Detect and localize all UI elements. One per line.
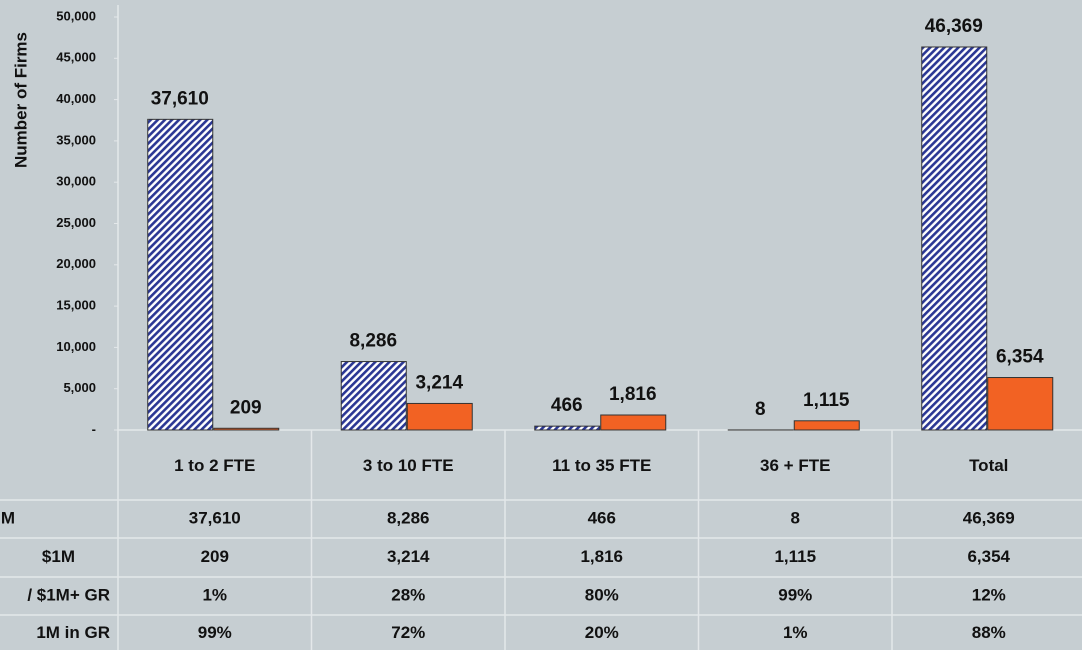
table-cell: 209 bbox=[201, 547, 229, 566]
table-cell: 466 bbox=[588, 508, 616, 527]
data-label: 46,369 bbox=[925, 16, 983, 37]
data-label: 8 bbox=[755, 399, 766, 420]
y-tick-label: 40,000 bbox=[56, 91, 96, 106]
table-cell: 99% bbox=[778, 585, 812, 604]
data-label: 209 bbox=[230, 397, 262, 418]
y-tick-label: 25,000 bbox=[56, 215, 96, 230]
bar bbox=[793, 420, 860, 431]
table-cell: 8 bbox=[791, 508, 800, 527]
data-label: 6,354 bbox=[996, 347, 1044, 368]
table-cell: 88% bbox=[972, 623, 1006, 642]
data-label: 37,610 bbox=[151, 88, 209, 109]
bar bbox=[600, 414, 667, 431]
x-tick-label-box: 1 to 2 FTE bbox=[174, 456, 256, 475]
data-label: 1,816 bbox=[609, 384, 657, 405]
bar bbox=[406, 402, 473, 431]
row-label: / $1M+ GR bbox=[27, 585, 110, 604]
y-tick-label: 5,000 bbox=[63, 380, 96, 395]
y-axis-label: Number of Firms bbox=[11, 32, 30, 168]
data-label: 8,286 bbox=[349, 331, 397, 352]
table-cell: 46,369 bbox=[963, 508, 1015, 527]
y-tick-label: 10,000 bbox=[56, 339, 96, 354]
x-tick-label-box: 36 + FTE bbox=[760, 456, 831, 475]
table-cell: 1,115 bbox=[774, 547, 816, 566]
bar bbox=[921, 46, 988, 431]
table-cell: 37,610 bbox=[189, 508, 241, 527]
y-tick-label: - bbox=[92, 421, 96, 436]
y-tick-label: 20,000 bbox=[56, 256, 96, 271]
bar bbox=[213, 427, 280, 431]
x-tick-label-box: Total bbox=[969, 456, 1009, 475]
y-tick-label: 45,000 bbox=[56, 50, 96, 65]
x-tick-label: Total bbox=[969, 456, 1009, 475]
y-tick-label: 30,000 bbox=[56, 174, 96, 189]
row-label: $1M bbox=[42, 547, 75, 566]
table-cell: 1,816 bbox=[580, 547, 623, 566]
table-cell: 1% bbox=[202, 585, 227, 604]
data-label: 1,115 bbox=[803, 390, 850, 411]
table-cell: 8,286 bbox=[387, 508, 430, 527]
table-cell: 12% bbox=[972, 585, 1006, 604]
table-cell: 80% bbox=[585, 585, 619, 604]
y-tick-label: 15,000 bbox=[56, 298, 96, 313]
data-label: 466 bbox=[551, 395, 583, 416]
row-label: 1M in GR bbox=[36, 623, 110, 642]
bar bbox=[987, 377, 1054, 431]
bar bbox=[534, 425, 601, 431]
bar bbox=[340, 361, 407, 431]
x-tick-label: 11 to 35 FTE bbox=[552, 456, 652, 475]
y-tick-label: 35,000 bbox=[56, 132, 96, 147]
table-cell: 28% bbox=[391, 585, 425, 604]
table-cell: 3,214 bbox=[387, 547, 430, 566]
table-cell: 1% bbox=[783, 623, 808, 642]
data-label: 3,214 bbox=[415, 372, 463, 393]
x-tick-label: 3 to 10 FTE bbox=[362, 456, 454, 475]
x-tick-label-box: 11 to 35 FTE bbox=[552, 456, 652, 475]
table-cell: 6,354 bbox=[967, 547, 1010, 566]
y-tick-label: 50,000 bbox=[56, 8, 96, 23]
bar bbox=[147, 118, 214, 431]
row-label: M bbox=[1, 508, 15, 527]
x-tick-label-box: 3 to 10 FTE bbox=[362, 456, 454, 475]
table-cell: 99% bbox=[198, 623, 232, 642]
table-cell: 20% bbox=[585, 623, 619, 642]
x-tick-label: 1 to 2 FTE bbox=[174, 456, 256, 475]
x-tick-label: 36 + FTE bbox=[760, 456, 831, 475]
table-cell: 72% bbox=[391, 623, 425, 642]
